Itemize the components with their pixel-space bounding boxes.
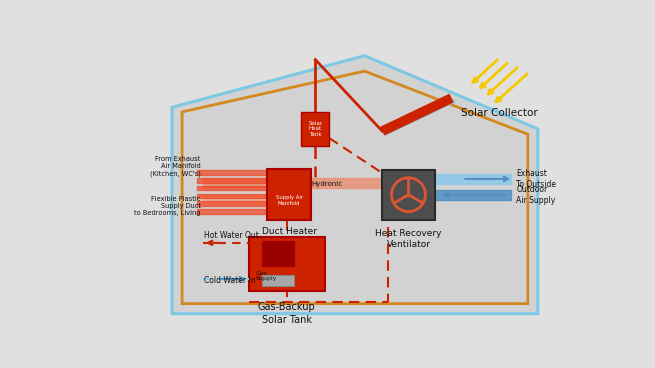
Polygon shape — [172, 56, 538, 314]
Bar — [381, 170, 436, 220]
Text: Hot Water Out: Hot Water Out — [204, 231, 259, 240]
Bar — [262, 241, 295, 266]
Bar — [249, 237, 324, 291]
Text: Gas-Backup
Solar Tank: Gas-Backup Solar Tank — [258, 302, 316, 325]
Text: Flexible Plastic
Supply Duct
to Bedrooms, Living: Flexible Plastic Supply Duct to Bedrooms… — [134, 196, 200, 216]
Text: Heat Recovery
Ventilator: Heat Recovery Ventilator — [375, 229, 441, 249]
Text: Hydronic: Hydronic — [311, 181, 343, 187]
Text: Cold Water In: Cold Water In — [204, 276, 256, 285]
Text: Exhaust
To Outside: Exhaust To Outside — [516, 169, 556, 189]
Text: Duct Heater: Duct Heater — [261, 227, 316, 236]
Text: Solar Collector: Solar Collector — [461, 109, 538, 118]
Text: Gas
Supply: Gas Supply — [256, 270, 277, 282]
Bar — [267, 169, 311, 220]
Polygon shape — [182, 71, 528, 304]
Bar — [262, 275, 295, 286]
Text: From Exhaust
Air Manifold
(Kitchen, WC's): From Exhaust Air Manifold (Kitchen, WC's… — [150, 156, 200, 177]
Text: Supply Air
Manifold: Supply Air Manifold — [276, 195, 303, 206]
Text: Outdoor
Air Supply: Outdoor Air Supply — [516, 185, 555, 205]
Bar — [301, 112, 329, 146]
Text: Solar
Heat
Tank: Solar Heat Tank — [309, 121, 322, 137]
